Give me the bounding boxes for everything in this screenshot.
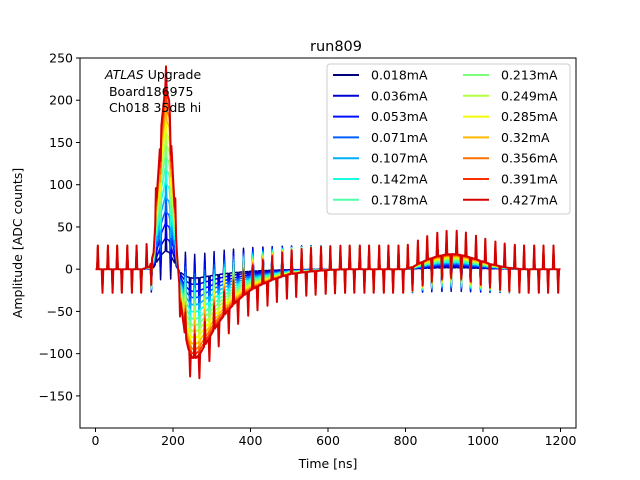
y-tick-label: 200: [49, 93, 73, 108]
plot-area: [95, 65, 561, 380]
chart-title: run809: [310, 39, 362, 55]
legend-label: 0.018mA: [371, 68, 428, 83]
legend-label: 0.036mA: [371, 88, 428, 103]
legend-label: 0.142mA: [371, 172, 428, 187]
x-tick-label: 400: [239, 433, 263, 448]
annotation-channel: Ch018 35dB hi: [105, 100, 201, 115]
legend-label: 0.178mA: [371, 192, 428, 207]
x-tick-label: 800: [394, 433, 418, 448]
y-axis: −150 −100 −50 0 50 100 150 200 250: [39, 51, 80, 403]
legend-box: [326, 63, 571, 215]
y-tick-label: 250: [49, 51, 73, 66]
atlas-annotation: ATLAS Upgrade Board186975 Ch018 35dB hi: [104, 67, 201, 115]
legend-label: 0.107mA: [371, 151, 428, 166]
x-axis: 0 200 400 600 800 1000 1200: [92, 428, 577, 448]
x-axis-label: Time [ns]: [298, 456, 358, 471]
annotation-board: Board186975: [105, 84, 193, 99]
y-tick-label: 100: [49, 177, 73, 192]
y-tick-label: 50: [57, 219, 73, 234]
legend-label: 0.053mA: [371, 109, 428, 124]
x-tick-label: 600: [316, 433, 340, 448]
legend-label: 0.427mA: [501, 192, 558, 207]
y-tick-label: 150: [49, 135, 73, 150]
x-tick-label: 1000: [467, 433, 499, 448]
legend-label: 0.249mA: [501, 88, 558, 103]
legend-label: 0.071mA: [371, 130, 428, 145]
y-tick-label: −150: [39, 388, 73, 403]
legend-label: 0.285mA: [501, 109, 558, 124]
svg-text:ATLAS Upgrade: ATLAS Upgrade: [104, 67, 201, 82]
x-tick-label: 200: [161, 433, 185, 448]
legend-label: 0.32mA: [501, 130, 550, 145]
legend-label: 0.356mA: [501, 151, 558, 166]
legend: 0.018mA 0.036mA 0.053mA 0.071mA 0.107mA 0.142…: [326, 63, 571, 215]
y-tick-label: 0: [65, 262, 73, 277]
legend-label: 0.391mA: [501, 172, 558, 187]
series-line: [95, 65, 561, 380]
y-tick-label: −50: [47, 304, 73, 319]
y-tick-label: −100: [39, 346, 73, 361]
x-tick-label: 0: [92, 433, 100, 448]
legend-label: 0.213mA: [501, 68, 558, 83]
annotation-atlas: ATLAS: [104, 67, 144, 82]
y-axis-label: Amplitude [ADC counts]: [10, 168, 25, 318]
annotation-upgrade: Upgrade: [144, 67, 202, 82]
x-tick-label: 1200: [545, 433, 577, 448]
